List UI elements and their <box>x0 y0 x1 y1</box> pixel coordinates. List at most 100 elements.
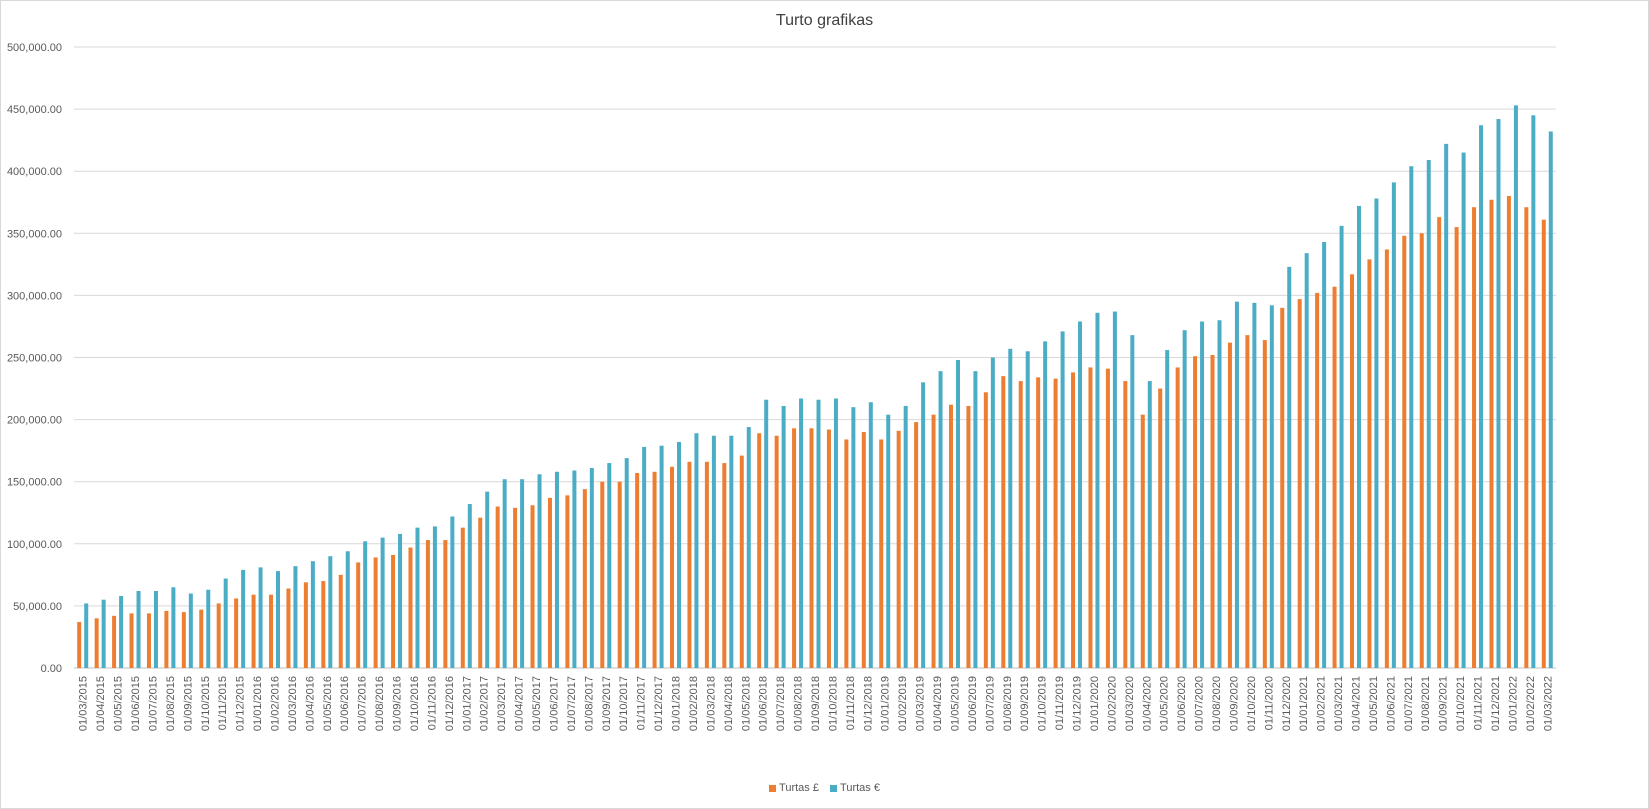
bar-gbp <box>460 527 465 668</box>
y-tick-label: 150,000.00 <box>7 477 62 489</box>
bar-eur <box>1182 330 1187 668</box>
x-tick-label: 01/06/2017 <box>548 676 560 731</box>
bar-eur <box>206 589 211 668</box>
bar-gbp <box>582 489 587 668</box>
x-tick-label: 01/12/2019 <box>1072 676 1084 731</box>
bar-eur <box>1356 205 1361 668</box>
x-tick-label: 01/05/2018 <box>740 676 752 731</box>
y-tick-label: 350,000.00 <box>7 228 62 240</box>
bar-eur <box>1374 198 1379 669</box>
bar-gbp <box>1175 367 1180 668</box>
bar-gbp <box>513 507 518 668</box>
bar-gbp <box>303 582 308 668</box>
x-tick-label: 01/04/2020 <box>1141 676 1153 731</box>
bar-eur <box>1548 131 1553 668</box>
bar-gbp <box>216 603 221 668</box>
bar-gbp <box>1210 355 1215 668</box>
bar-eur <box>293 566 298 668</box>
bar-gbp <box>1036 377 1041 668</box>
y-tick-label: 450,000.00 <box>7 104 62 116</box>
x-tick-label: 01/10/2020 <box>1246 676 1258 731</box>
x-tick-label: 01/06/2015 <box>130 676 142 731</box>
x-tick-label: 01/01/2016 <box>252 676 264 731</box>
bar-gbp <box>408 547 413 668</box>
x-tick-label: 01/05/2015 <box>113 676 125 731</box>
bar-gbp <box>983 392 988 668</box>
bar-eur <box>258 567 263 668</box>
bar-gbp <box>652 471 657 668</box>
x-tick-label: 01/06/2020 <box>1176 676 1188 731</box>
bar-eur <box>1130 335 1135 668</box>
bar-eur <box>241 569 246 668</box>
bar-eur <box>729 435 734 668</box>
x-tick-label: 01/03/2020 <box>1124 676 1136 731</box>
bar-eur <box>136 590 141 668</box>
x-tick-label: 01/02/2017 <box>479 676 491 731</box>
bar-gbp <box>146 613 151 668</box>
x-tick-label: 01/10/2021 <box>1455 676 1467 731</box>
x-tick-label: 01/01/2022 <box>1507 676 1519 731</box>
bar-gbp <box>338 574 343 668</box>
bar-gbp <box>164 610 169 668</box>
bar-eur <box>1147 381 1152 668</box>
bar-gbp <box>1489 199 1494 669</box>
bar-eur <box>868 402 873 668</box>
x-tick-label: 01/06/2018 <box>758 676 770 731</box>
x-tick-label: 01/05/2020 <box>1159 676 1171 731</box>
bar-gbp <box>774 435 779 668</box>
bar-eur <box>1479 125 1484 669</box>
bar-gbp <box>129 613 134 668</box>
y-tick-label: 400,000.00 <box>7 166 62 178</box>
x-tick-label: 01/07/2016 <box>357 676 369 731</box>
y-tick-label: 250,000.00 <box>7 353 62 365</box>
x-tick-label: 01/07/2021 <box>1403 676 1415 731</box>
x-tick-label: 01/03/2018 <box>705 676 717 731</box>
x-tick-label: 01/11/2017 <box>636 676 648 730</box>
x-tick-label: 01/10/2019 <box>1037 676 1049 731</box>
bar-gbp <box>617 481 622 668</box>
x-tick-label: 01/02/2018 <box>688 676 700 731</box>
x-tick-label: 01/09/2015 <box>182 676 194 731</box>
x-tick-label: 01/05/2021 <box>1368 676 1380 731</box>
bar-eur <box>1234 301 1239 668</box>
bar-gbp <box>94 618 99 668</box>
bar-gbp <box>635 473 640 668</box>
x-tick-label: 01/12/2020 <box>1281 676 1293 731</box>
x-tick-label: 01/08/2019 <box>1002 676 1014 731</box>
bar-eur <box>1008 348 1013 668</box>
bar-gbp <box>1071 372 1076 668</box>
bar-gbp <box>234 598 239 668</box>
bar-eur <box>432 526 437 668</box>
bar-eur <box>990 357 995 668</box>
x-tick-label: 01/11/2020 <box>1263 676 1275 730</box>
bar-eur <box>171 587 176 668</box>
bar-eur <box>816 399 821 668</box>
bar-gbp <box>356 562 361 668</box>
bar-eur <box>485 491 490 668</box>
bar-eur <box>467 504 472 668</box>
bar-eur <box>781 405 786 668</box>
x-tick-label: 01/07/2020 <box>1194 676 1206 731</box>
bar-gbp <box>530 505 535 668</box>
x-tick-label: 01/04/2017 <box>514 676 526 731</box>
x-tick-label: 01/03/2022 <box>1542 676 1554 731</box>
bar-eur <box>1304 253 1309 668</box>
bar-eur <box>276 571 281 668</box>
x-tick-label: 01/11/2018 <box>845 676 857 730</box>
bar-gbp <box>722 463 727 668</box>
bar-gbp <box>1280 307 1285 668</box>
bar-gbp <box>269 594 274 668</box>
x-tick-label: 01/08/2015 <box>165 676 177 731</box>
x-tick-label: 01/08/2016 <box>374 676 386 731</box>
y-tick-label: 100,000.00 <box>7 539 62 551</box>
x-tick-label: 01/01/2017 <box>461 676 473 731</box>
bar-gbp <box>1367 259 1372 668</box>
x-tick-label: 01/11/2021 <box>1473 676 1485 730</box>
x-tick-label: 01/01/2018 <box>671 676 683 731</box>
legend-label-gbp: Turtas £ <box>779 782 819 795</box>
bar-eur <box>450 516 455 668</box>
bar-gbp <box>1315 292 1320 668</box>
x-tick-label: 01/09/2017 <box>601 676 613 731</box>
bar-gbp <box>687 461 692 668</box>
